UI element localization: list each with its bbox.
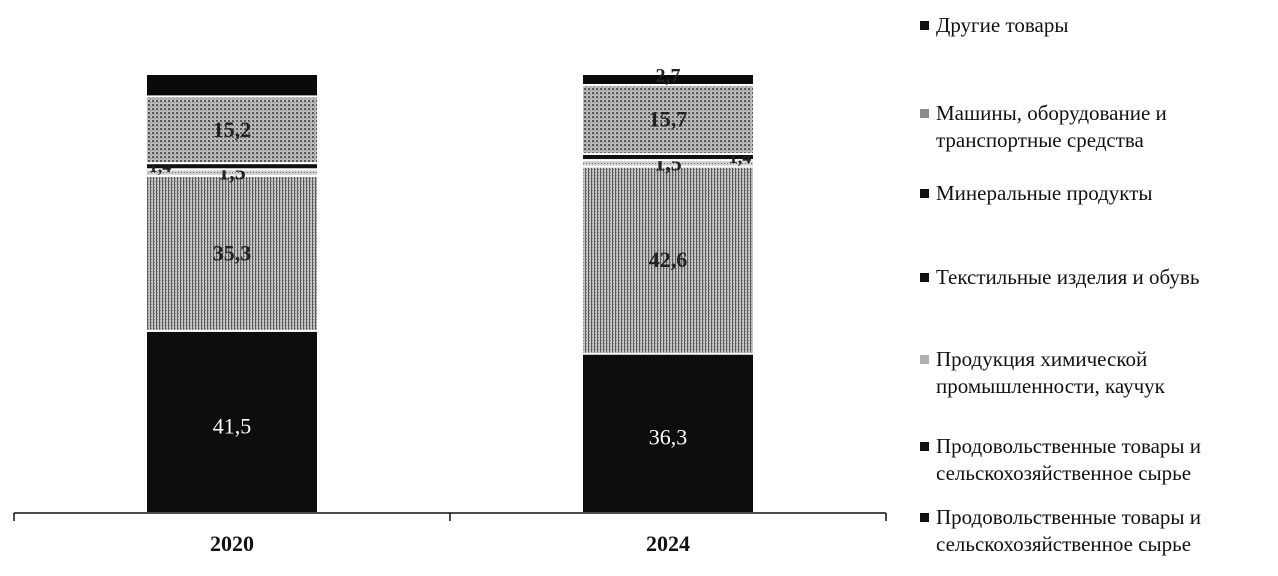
data-label: 42,6 <box>649 247 688 272</box>
x-tick-label: 2024 <box>646 531 690 556</box>
legend-item: Текстильные изделия и обувь <box>920 264 1199 291</box>
legend-label: Минеральные продукты <box>936 181 1153 205</box>
legend-swatch <box>920 273 929 282</box>
legend-item: Продукция химической промышленности, кау… <box>920 346 1165 400</box>
legend-item: Другие товары <box>920 12 1068 39</box>
data-label: 36,3 <box>649 425 688 450</box>
legend-label: Продовольственные товары и сельскохозяйс… <box>936 434 1202 485</box>
legend-item: Продовольственные товары и сельскохозяйс… <box>920 504 1201 558</box>
data-label: 15,7 <box>649 106 688 131</box>
data-label: 2,7 <box>656 65 681 87</box>
legend-label: Текстильные изделия и обувь <box>936 265 1200 289</box>
legend-swatch <box>920 21 929 30</box>
bar-segment <box>581 165 755 355</box>
legend-item: Продовольственные товары и сельскохозяйс… <box>920 433 1201 487</box>
stacked-bar-chart: 41,535,31,51,415,236,342,61,5 1,415,72,7 … <box>13 65 887 556</box>
legend-label: Продукция химической промышленности, кау… <box>936 347 1165 398</box>
x-tick-label: 2020 <box>210 531 254 556</box>
bar-segment <box>145 174 319 332</box>
legend-label: Машины, оборудование и транспортные сред… <box>936 101 1167 152</box>
legend-label: Продовольственные товары и сельскохозяйс… <box>936 505 1202 556</box>
data-label: 35,3 <box>213 240 252 265</box>
bar-segment <box>145 95 319 165</box>
legend-item: Минеральные продукты <box>920 180 1152 207</box>
data-label: 15,2 <box>213 117 252 142</box>
bar-segment <box>145 73 319 98</box>
data-label: 41,5 <box>213 414 252 439</box>
legend-item: Машины, оборудование и транспортные сред… <box>920 100 1167 154</box>
bar-segment <box>581 83 755 155</box>
bar-segment <box>145 329 319 514</box>
legend-swatch <box>920 513 929 522</box>
legend-swatch <box>920 442 929 451</box>
legend-swatch <box>920 355 929 364</box>
legend-swatch <box>920 109 929 118</box>
legend-label: Другие товары <box>936 13 1069 37</box>
x-axis <box>13 512 887 521</box>
legend-swatch <box>920 189 929 198</box>
bar-segment <box>581 352 755 514</box>
bar-segment <box>581 73 755 86</box>
